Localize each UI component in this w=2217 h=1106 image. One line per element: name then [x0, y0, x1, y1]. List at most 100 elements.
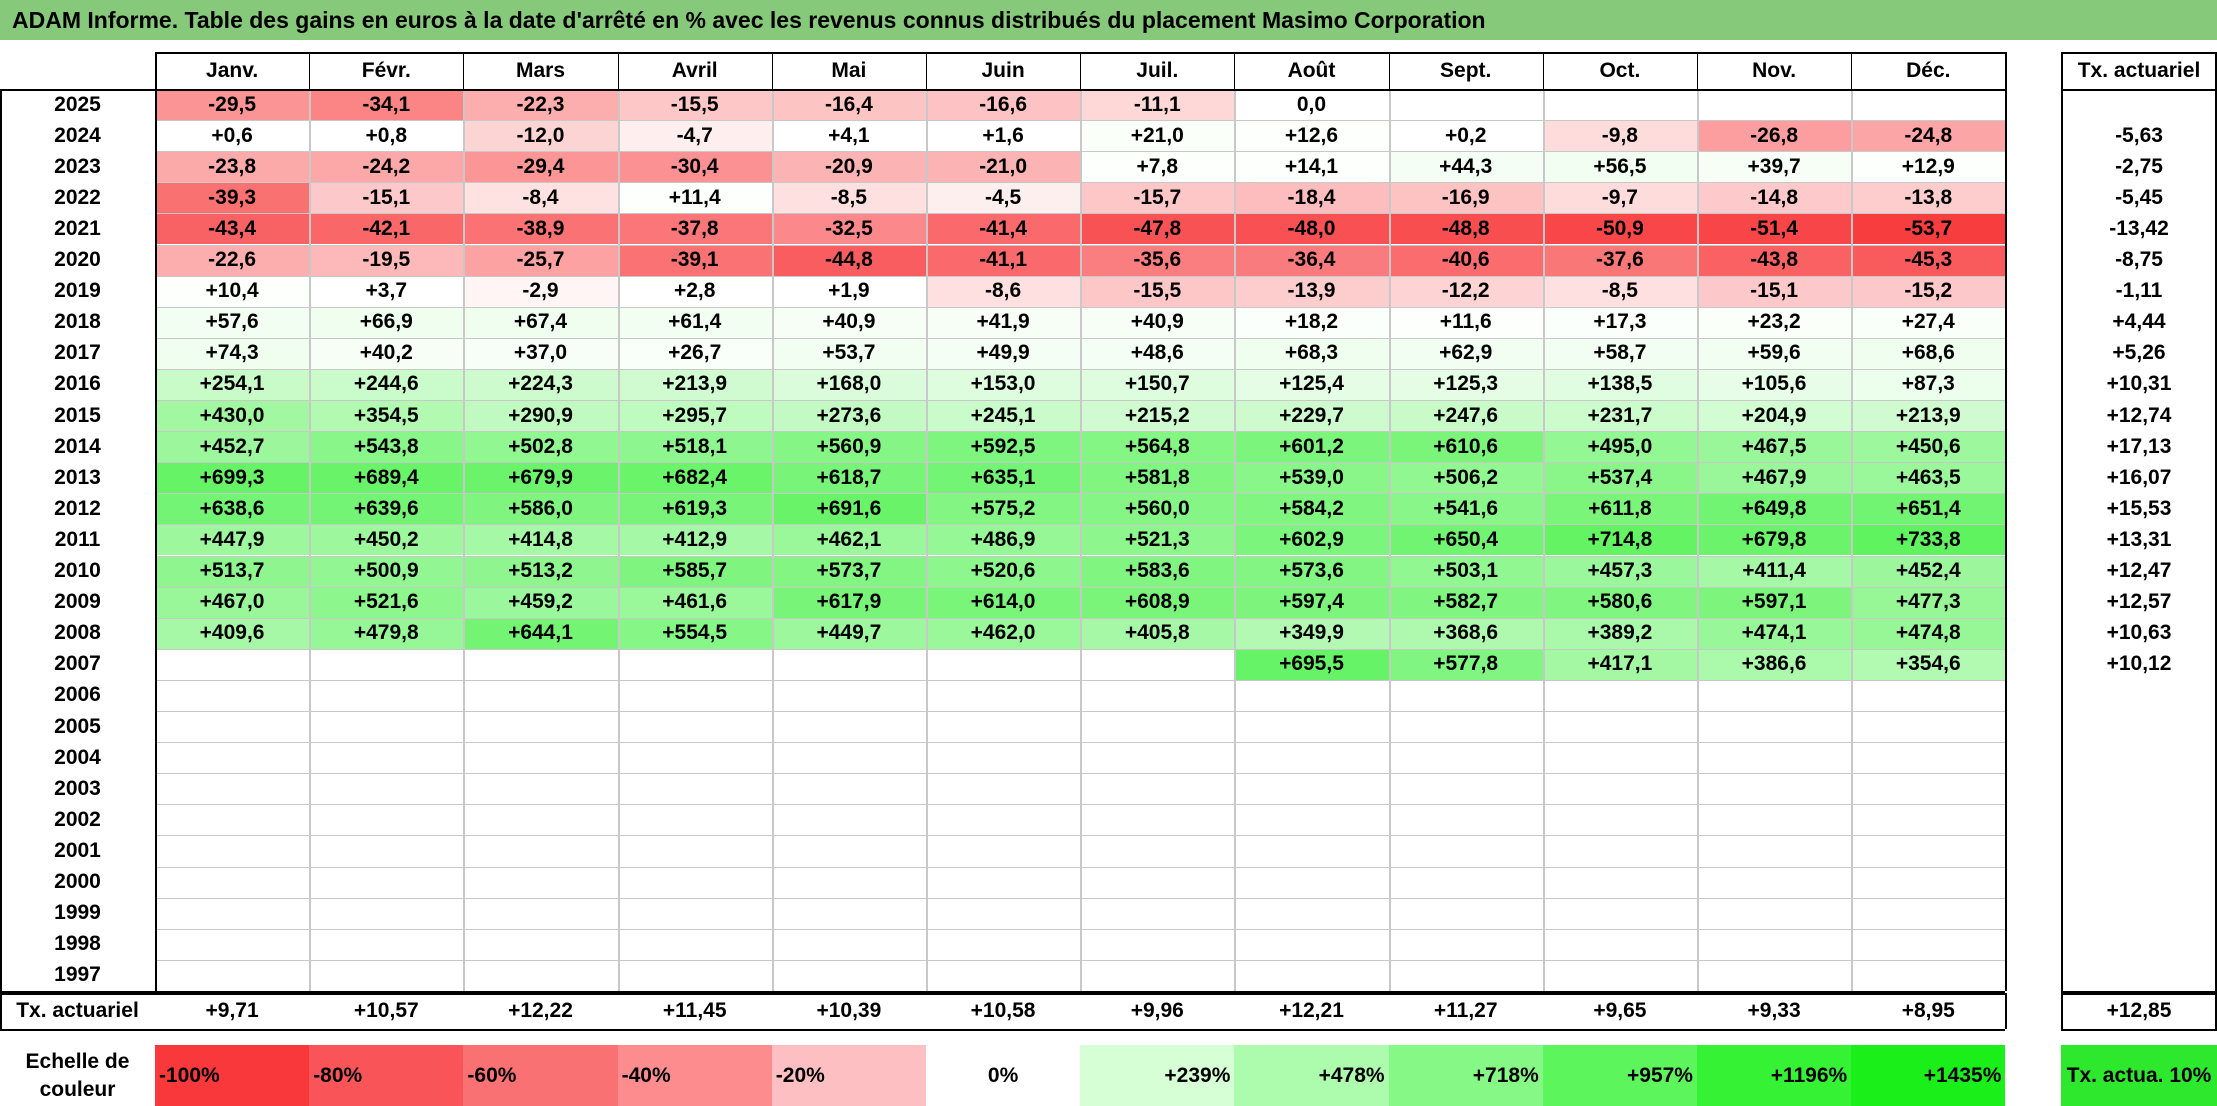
grid-line: [0, 993, 2006, 995]
gain-cell: +68,3: [1234, 337, 1389, 369]
gain-cell: +354,5: [309, 400, 464, 432]
gain-cell: [771, 742, 926, 774]
gain-cell: +520,6: [926, 555, 1081, 587]
grid-line: [155, 555, 2006, 557]
gain-cell: [1542, 959, 1697, 991]
gain-cell: +714,8: [1542, 524, 1697, 556]
gain-cell: [1388, 773, 1543, 805]
gain-cell: -48,8: [1388, 213, 1543, 245]
grid-line: [155, 586, 2006, 588]
gain-cell: +649,8: [1697, 493, 1852, 525]
gain-cell: [1388, 804, 1543, 836]
gain-cell: +457,3: [1542, 555, 1697, 587]
gain-cell: +695,5: [1234, 648, 1389, 680]
gain-cell: +462,1: [771, 524, 926, 556]
gain-cell: [617, 711, 772, 743]
gain-cell: +61,4: [617, 306, 772, 338]
grid-line: [155, 711, 2006, 712]
color-scale-swatch: -60%: [463, 1045, 618, 1106]
gain-cell: +414,8: [463, 524, 618, 556]
gain-cell: -26,8: [1697, 120, 1852, 152]
gain-cell: [1080, 959, 1235, 991]
gain-cell: +213,9: [1851, 400, 2006, 432]
gain-cell: [1697, 866, 1852, 898]
grid-line: [771, 52, 773, 89]
rate-cell: [2061, 711, 2217, 742]
gain-cell: -20,9: [771, 151, 926, 183]
gain-cell: [1542, 742, 1697, 774]
gain-cell: +689,4: [309, 462, 464, 494]
gain-cell: -21,0: [926, 151, 1081, 183]
rate-cell: +12,47: [2106, 559, 2172, 583]
gain-cell: +150,7: [1080, 368, 1235, 400]
rate-cell: -5,45: [2115, 185, 2163, 209]
gain-cell: +48,6: [1080, 337, 1235, 369]
gain-cell: [155, 866, 310, 898]
year-label: 2001: [54, 838, 101, 862]
grid-line: [2061, 52, 2217, 54]
rate-cell: [2061, 960, 2217, 991]
rate-cell: -1,11: [2115, 279, 2163, 303]
gain-cell: +521,6: [309, 586, 464, 618]
gain-cell: +231,7: [1542, 400, 1697, 432]
grid-line: [1697, 89, 1699, 991]
gain-cell: [309, 866, 464, 898]
gain-cell: +368,6: [1388, 617, 1543, 649]
gain-cell: +10,4: [155, 275, 310, 307]
gain-cell: [1542, 711, 1697, 743]
gain-cell: [771, 711, 926, 743]
grid-line: [1388, 52, 1390, 89]
grid-line: [1234, 52, 1236, 89]
gain-cell: [1234, 866, 1389, 898]
gain-cell: -9,8: [1542, 120, 1697, 152]
gain-cell: +11,6: [1388, 306, 1543, 338]
gain-cell: [1080, 804, 1235, 836]
grid-line: [1080, 89, 1083, 991]
gain-cell: +459,2: [463, 586, 618, 618]
gain-cell: -41,1: [926, 244, 1081, 276]
gain-cell: [617, 959, 772, 991]
gain-cell: -32,5: [771, 213, 926, 245]
gain-cell: -18,4: [1234, 182, 1389, 214]
gain-cell: -14,8: [1697, 182, 1852, 214]
gain-cell: [1697, 959, 1852, 991]
gain-cell: +733,8: [1851, 524, 2006, 556]
gain-cell: [1388, 679, 1543, 711]
gain-cell: [617, 804, 772, 836]
month-header: Sept.: [1440, 58, 1492, 82]
gain-cell: -15,5: [617, 89, 772, 121]
gain-cell: +450,6: [1851, 431, 2006, 463]
gain-cell: +412,9: [617, 524, 772, 556]
gain-cell: +62,9: [1388, 337, 1543, 369]
grid-line: [155, 773, 2006, 775]
gain-cell: +11,4: [617, 182, 772, 214]
gain-cell: +635,1: [926, 462, 1081, 494]
gain-cell: [1542, 866, 1697, 898]
grid-line: [309, 52, 311, 89]
gain-cell: [309, 897, 464, 929]
gain-cell: +651,4: [1851, 493, 2006, 525]
year-label: 2000: [54, 870, 101, 894]
gain-cell: +575,2: [926, 493, 1081, 525]
grid-line: [2005, 52, 2008, 991]
gain-cell: +543,8: [309, 431, 464, 463]
gain-cell: +539,0: [1234, 462, 1389, 494]
footer-rate-cell: +8,95: [1901, 999, 1955, 1022]
gain-cell: -11,1: [1080, 89, 1235, 121]
gain-cell: +40,2: [309, 337, 464, 369]
gain-cell: +49,9: [926, 337, 1081, 369]
grid-line: [155, 928, 2006, 930]
gain-cell: -24,2: [309, 151, 464, 183]
gain-cell: +503,1: [1388, 555, 1543, 587]
gain-cell: [1234, 959, 1389, 991]
grid-line: [2005, 993, 2008, 1029]
gain-cell: +7,8: [1080, 151, 1235, 183]
gain-cell: [463, 679, 618, 711]
rate-cell: [2061, 804, 2217, 835]
grid-line: [0, 990, 2006, 993]
rate-cell: [2061, 867, 2217, 898]
gain-cell: [309, 959, 464, 991]
gain-cell: -2,9: [463, 275, 618, 307]
gain-cell: [1080, 897, 1235, 929]
gain-cell: -43,4: [155, 213, 310, 245]
